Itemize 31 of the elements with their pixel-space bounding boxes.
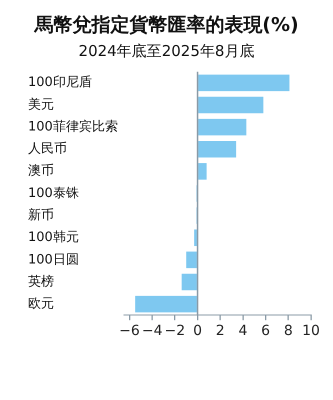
bar bbox=[198, 140, 236, 158]
chart-subtitle: 2024年底至2025年8月底 bbox=[78, 42, 256, 61]
y-tick-label: 新币 bbox=[28, 208, 54, 223]
x-tick-label: 4 bbox=[238, 323, 248, 340]
bar bbox=[194, 229, 197, 246]
y-tick-label: 100菲律宾比索 bbox=[28, 118, 118, 134]
x-tick-label: 6 bbox=[261, 323, 270, 340]
y-tick-label: 澳币 bbox=[28, 164, 54, 179]
x-tick-label: 2 bbox=[216, 323, 225, 340]
x-tick-label: −4 bbox=[142, 323, 163, 340]
y-tick-label: 英榜 bbox=[28, 274, 54, 290]
x-tick-label: −6 bbox=[119, 323, 140, 340]
y-tick-label: 欧元 bbox=[28, 296, 54, 312]
y-tick-label: 100韩元 bbox=[28, 230, 79, 246]
y-tick-label: 100日圆 bbox=[28, 252, 79, 268]
bar bbox=[135, 296, 197, 312]
bar bbox=[182, 274, 197, 290]
y-tick-label: 人民币 bbox=[28, 142, 67, 157]
chart-title: 馬幣兌指定貨幣匯率的表現(%) bbox=[33, 13, 300, 38]
x-tick-label: 10 bbox=[302, 323, 320, 340]
y-tick-label: 美元 bbox=[28, 96, 54, 112]
bar bbox=[198, 163, 207, 180]
y-tick-label: 100印尼盾 bbox=[28, 75, 92, 90]
x-tick-label: −2 bbox=[164, 323, 186, 340]
bar bbox=[198, 118, 246, 136]
x-tick-label: 0 bbox=[193, 323, 202, 340]
x-tick-label: 8 bbox=[284, 323, 293, 340]
bar bbox=[198, 96, 264, 114]
bar bbox=[186, 252, 197, 268]
bar bbox=[198, 74, 290, 92]
y-tick-label: 100泰铢 bbox=[28, 186, 79, 201]
